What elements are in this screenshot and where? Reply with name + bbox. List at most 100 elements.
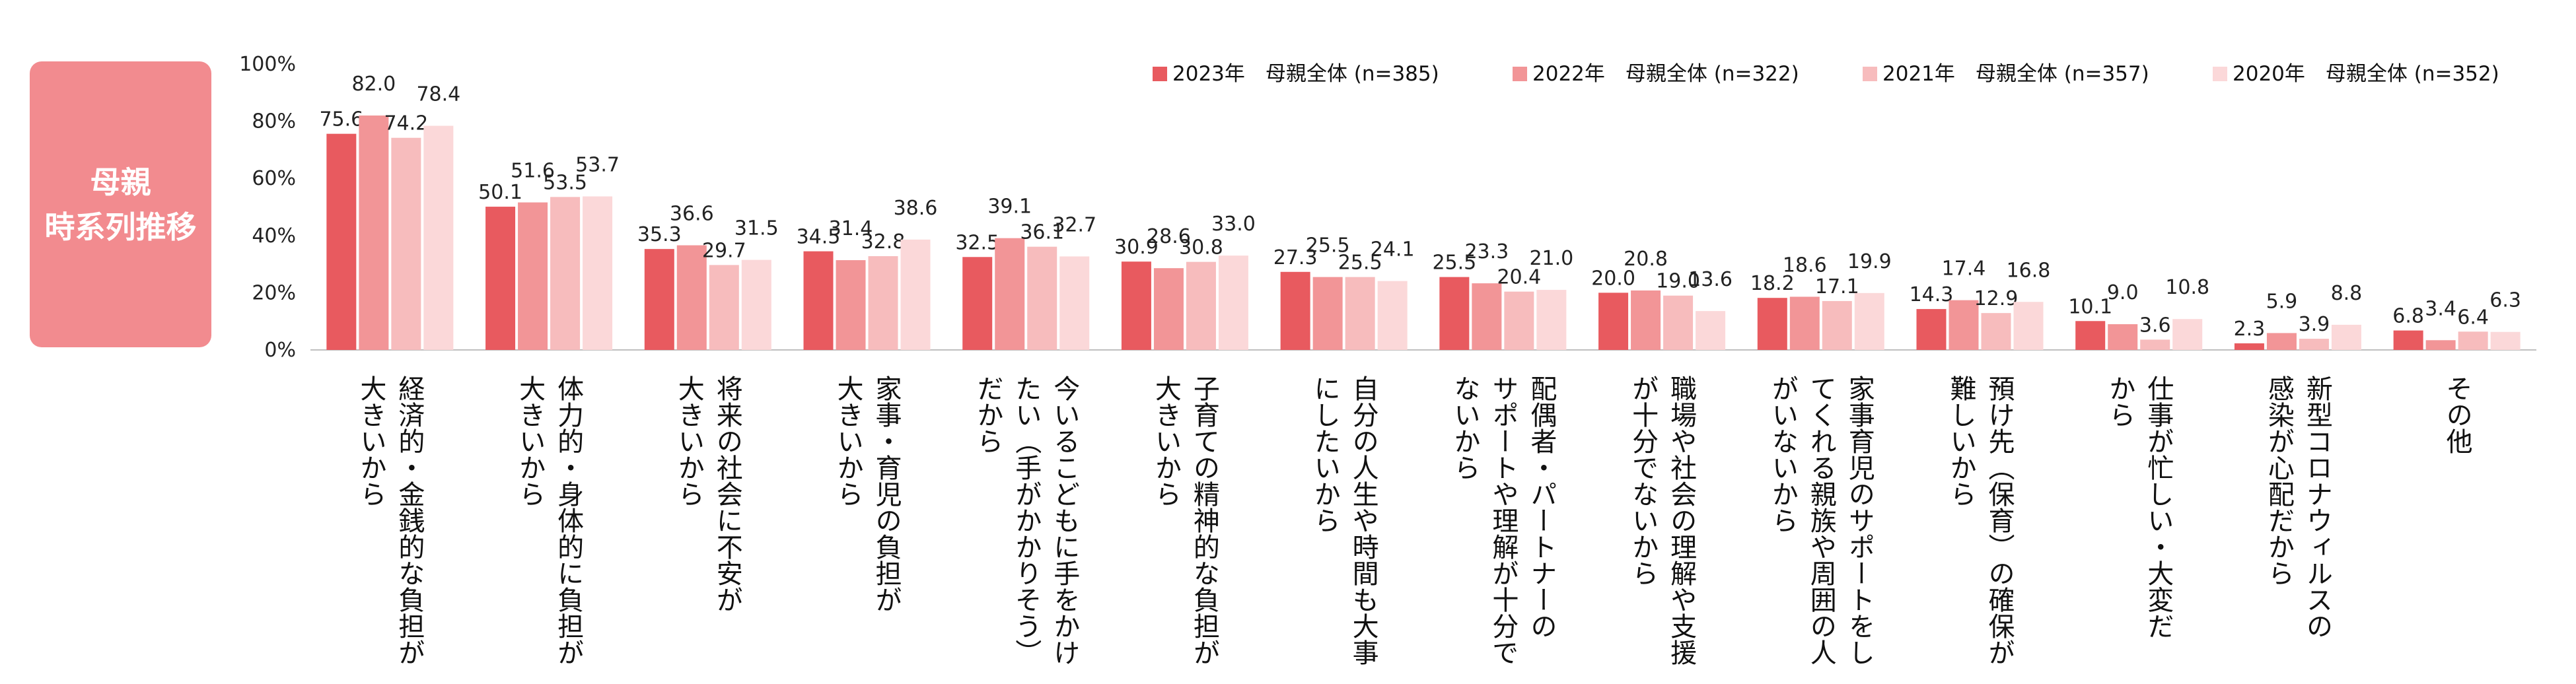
data-label: 30.8 [1179,236,1223,259]
legend-swatch [1513,67,1527,81]
bar [2234,343,2264,350]
data-label: 25.5 [1306,234,1350,257]
data-label: 17.4 [1942,257,1986,281]
category-label: 大きいから [674,375,704,507]
category-label: 大きいから [833,375,863,507]
bar [2172,319,2203,350]
bar [1472,283,1502,350]
bar [1027,246,1057,350]
bar [485,207,516,350]
category-label: 新型コロナウィルスの [2302,375,2332,639]
data-label: 10.8 [2165,276,2209,299]
data-label: 13.6 [1688,268,1733,291]
bar [1059,256,1090,350]
bar [1949,300,1979,350]
bar [1631,290,1661,350]
data-label: 23.3 [1464,240,1509,263]
y-tick-label: 60% [252,167,296,190]
category-label: たい（手がかかりそう） [1011,375,1042,666]
data-label: 25.5 [1432,252,1476,275]
category-label: てくれる親族や周囲の人 [1806,375,1836,666]
data-label: 5.9 [2266,290,2298,313]
category-label: ないから [1449,375,1480,481]
bar [868,256,898,350]
data-label: 28.6 [1147,225,1191,248]
bar [1504,291,1534,350]
bar [962,257,993,350]
data-label: 32.7 [1052,213,1096,236]
category-label: 職場や社会の理解や支援 [1666,375,1696,666]
category-label: がいないから [1768,375,1798,533]
category-label: 体力的・身体的に負担が [553,375,583,666]
data-label: 20.0 [1591,267,1635,290]
data-label: 31.5 [734,217,779,240]
bar [583,196,613,350]
data-label: 78.4 [416,83,460,106]
category-label: 家事・育児の負担が [871,375,902,613]
legend-swatch [1863,67,1877,81]
data-label: 3.6 [2139,314,2171,337]
data-label: 24.1 [1371,238,1415,261]
bar [1854,292,1884,350]
bar [326,133,357,351]
bar [2331,324,2361,350]
data-label: 9.0 [2107,281,2139,304]
legend-label: 2023年 母親全体 (n=385) [1172,62,1439,86]
side-label-badge: 母親 時系列推移 [30,61,211,347]
bar [1696,311,1726,350]
category-label: 将来の社会に不安が [712,375,742,613]
data-label: 19.9 [1847,250,1892,273]
y-tick-label: 0% [264,339,296,362]
category-label: その他 [2442,375,2473,454]
bar [2490,331,2521,350]
category-label: から [2104,375,2135,428]
category-label: サポートや理解が十分で [1487,375,1518,666]
data-label: 25.5 [1338,252,1382,275]
category-label: が十分でないから [1628,375,1658,586]
bar [1186,261,1216,350]
category-label: 今いるこどもに手をかけ [1049,375,1079,666]
bar [1312,277,1343,350]
side-label-line2: 時系列推移 [44,209,197,245]
data-label: 20.4 [1497,266,1541,289]
category-label: 感染が心配だから [2264,375,2294,586]
data-label: 31.4 [829,217,873,240]
data-label: 21.0 [1529,247,1573,270]
data-label: 30.9 [1114,236,1159,259]
data-label: 32.8 [861,230,906,254]
data-label: 74.2 [384,112,428,135]
y-tick-label: 40% [252,224,296,248]
side-label-line1: 母親 [90,164,151,200]
bar [803,251,834,350]
category-label: 大きいから [1151,375,1181,507]
data-label: 51.6 [511,160,555,183]
category-label: 大きいから [515,375,545,507]
bar [1536,290,1567,350]
bar [1377,281,1408,350]
bar [1218,256,1248,350]
bar [1345,277,1375,350]
data-label: 75.6 [319,108,363,131]
data-label: 19.0 [1656,270,1700,293]
bar [423,125,454,350]
category-label: 大きいから [355,375,386,507]
bar [1663,295,1694,350]
bar [2458,331,2488,350]
category-label: 仕事が忙しい・大変だ [2143,375,2174,639]
data-label: 33.0 [1211,213,1256,236]
data-label: 20.8 [1624,248,1668,271]
category-label: だから [972,375,1003,454]
data-label: 53.5 [543,171,587,194]
bar [1981,313,2011,350]
data-label: 12.9 [1974,287,2019,310]
data-label: 3.4 [2425,297,2456,320]
bar [2140,339,2170,350]
data-label: 53.7 [575,153,620,176]
legend-label: 2021年 母親全体 (n=357) [1882,62,2149,86]
category-label: にしたいから [1310,375,1340,533]
data-label: 39.1 [987,195,1032,219]
data-label: 2.3 [2234,318,2266,341]
category-label: 子育ての精神的な負担が [1189,375,1219,666]
bar [2425,340,2456,350]
